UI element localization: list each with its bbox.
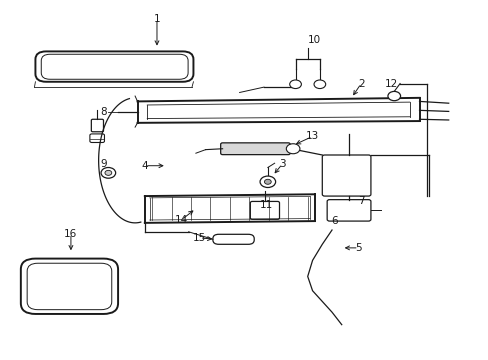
Text: 13: 13 <box>305 131 319 141</box>
FancyBboxPatch shape <box>91 119 103 132</box>
Circle shape <box>105 170 112 175</box>
Text: 14: 14 <box>174 215 187 225</box>
Circle shape <box>313 80 325 89</box>
FancyBboxPatch shape <box>21 258 118 314</box>
Text: 2: 2 <box>357 78 364 89</box>
Text: 3: 3 <box>279 159 285 169</box>
Circle shape <box>101 167 116 178</box>
Text: 4: 4 <box>141 161 148 171</box>
Text: 8: 8 <box>100 107 106 117</box>
Text: 15: 15 <box>193 233 206 243</box>
FancyBboxPatch shape <box>220 143 289 155</box>
Text: 6: 6 <box>330 216 337 226</box>
Text: 11: 11 <box>259 200 272 210</box>
Circle shape <box>264 179 271 184</box>
Circle shape <box>387 91 400 101</box>
Circle shape <box>286 144 299 154</box>
Text: 7: 7 <box>357 197 364 206</box>
Text: 5: 5 <box>355 243 361 253</box>
Circle shape <box>260 176 275 188</box>
Text: 12: 12 <box>384 79 397 89</box>
FancyBboxPatch shape <box>35 51 193 82</box>
Text: 16: 16 <box>64 229 78 239</box>
Circle shape <box>289 80 301 89</box>
FancyBboxPatch shape <box>90 134 104 143</box>
Text: 1: 1 <box>153 14 160 24</box>
FancyBboxPatch shape <box>212 234 254 244</box>
Text: 9: 9 <box>100 159 106 169</box>
Text: 10: 10 <box>307 35 320 45</box>
